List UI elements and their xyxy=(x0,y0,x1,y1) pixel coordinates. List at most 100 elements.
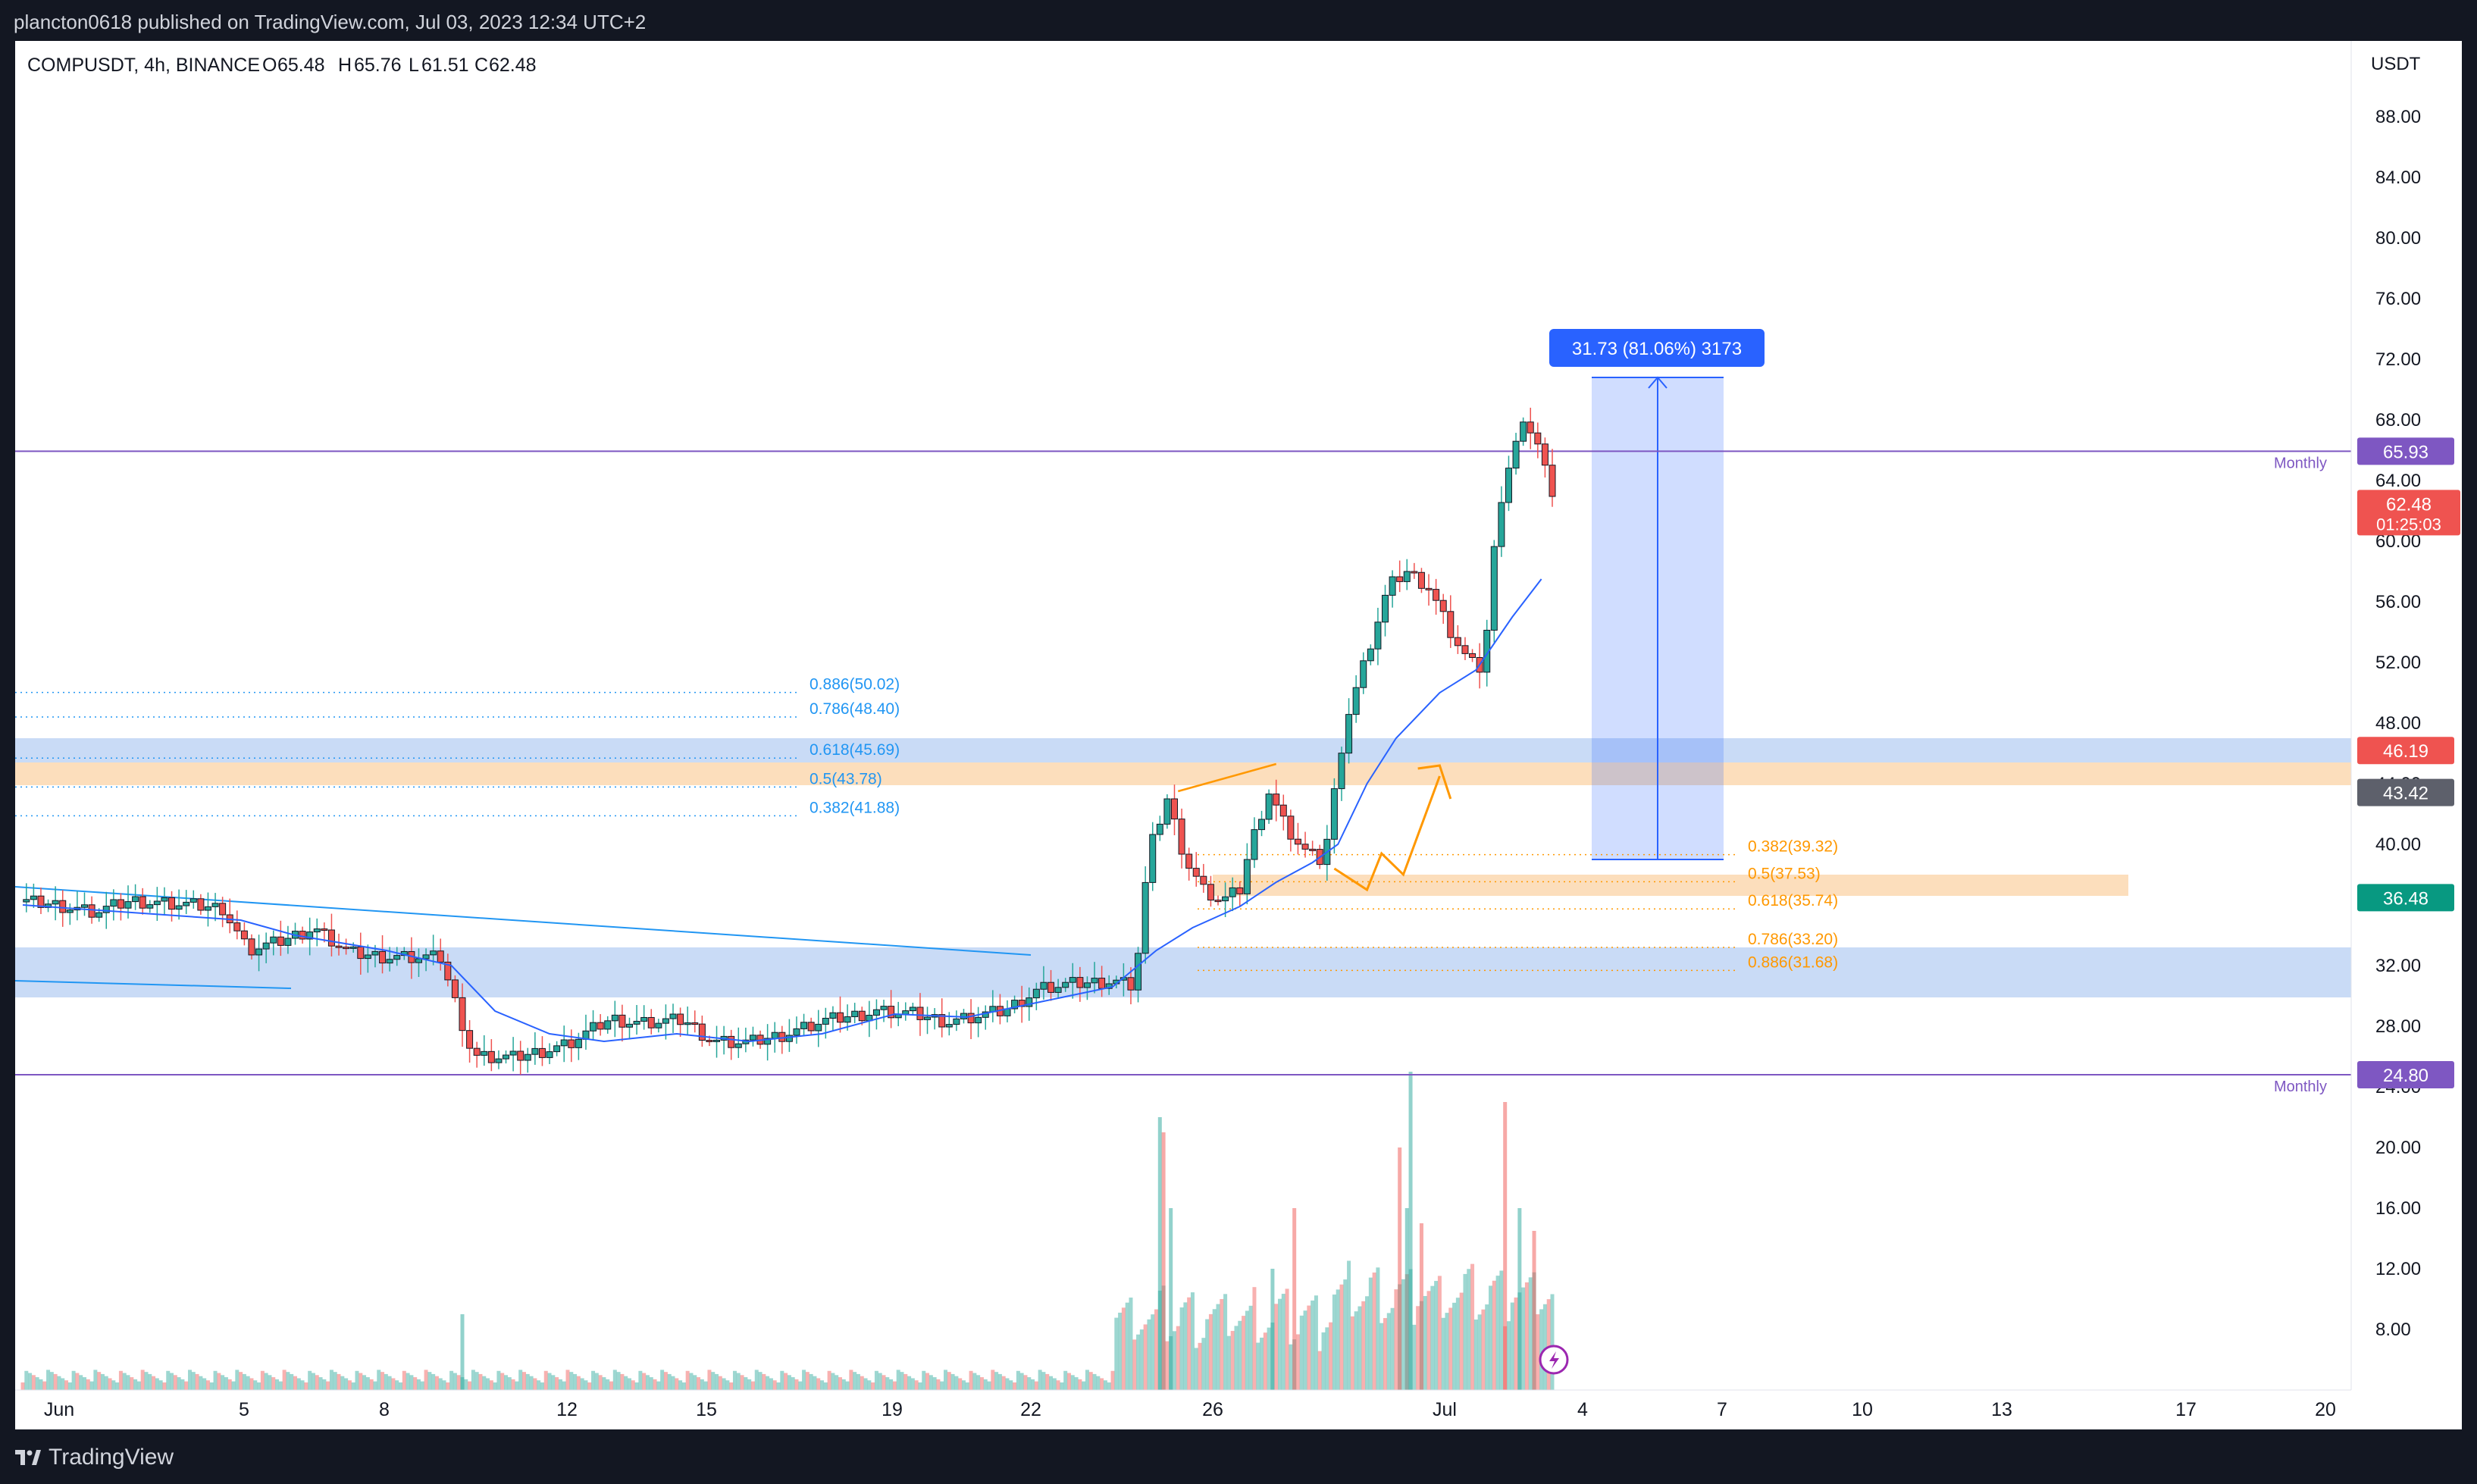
candle-body xyxy=(96,912,103,918)
x-tick-label: 17 xyxy=(2175,1399,2197,1420)
volume-bar xyxy=(199,1376,203,1390)
volume-bar xyxy=(340,1376,345,1390)
candle-body xyxy=(640,1016,648,1022)
chart-area[interactable]: 31.73 (81.06%) 3173 Monthly Monthly 0.886(… xyxy=(14,41,2462,1429)
volume-bar xyxy=(173,1375,177,1390)
volume-bar xyxy=(57,1376,61,1390)
y-tick-label: 32.00 xyxy=(2375,956,2421,976)
monthly-high-label: Monthly xyxy=(2274,455,2327,471)
candle-body xyxy=(313,928,321,933)
candle-body xyxy=(343,947,350,950)
volume-bar xyxy=(537,1380,541,1390)
volume-bar xyxy=(130,1377,134,1390)
tradingview-logo-icon xyxy=(15,1450,41,1465)
volume-bar xyxy=(67,1382,72,1390)
candle-body xyxy=(938,1014,946,1028)
volume-bar xyxy=(195,1373,199,1390)
candle-body xyxy=(1541,443,1549,466)
volume-peak-bar xyxy=(1169,1208,1173,1390)
volume-bar xyxy=(427,1372,432,1390)
candle-body xyxy=(1222,896,1229,902)
volume-bar xyxy=(136,1381,141,1390)
volume-bar xyxy=(954,1376,959,1390)
volume-bar xyxy=(841,1379,846,1390)
candle-body xyxy=(503,1054,510,1060)
volume-bar xyxy=(903,1373,908,1390)
candle-body xyxy=(386,959,393,964)
volume-bar xyxy=(1267,1327,1271,1390)
volume-bar xyxy=(631,1380,635,1390)
candle-body xyxy=(880,1006,888,1010)
zone-blue-upper xyxy=(15,738,2351,762)
volume-bar xyxy=(627,1378,631,1390)
volume-peak-bar xyxy=(1503,1102,1508,1390)
candle-body xyxy=(1214,900,1222,903)
volume-bar xyxy=(300,1380,305,1390)
volume-bar xyxy=(685,1370,690,1390)
volume-bar xyxy=(889,1379,894,1390)
volume-bar xyxy=(260,1370,265,1390)
monthly-low-label: Monthly xyxy=(2274,1079,2327,1095)
candle-body xyxy=(1127,977,1135,991)
x-tick-label: 15 xyxy=(696,1399,717,1420)
chart-svg[interactable]: 31.73 (81.06%) 3173 Monthly Monthly 0.886(… xyxy=(14,41,2462,1429)
volume-bar xyxy=(591,1370,596,1390)
volume-bar xyxy=(184,1381,189,1390)
volume-bar xyxy=(533,1378,537,1390)
price-tag-monthly-high-bg xyxy=(2357,437,2454,465)
volume-bar xyxy=(1100,1378,1104,1390)
volume-bar xyxy=(333,1372,337,1390)
volume-bar xyxy=(1473,1319,1478,1390)
candle-body xyxy=(1447,611,1455,638)
volume-bar xyxy=(576,1376,581,1390)
candle-body xyxy=(1367,648,1374,662)
candle-body xyxy=(240,930,248,940)
volume-bar xyxy=(126,1375,130,1390)
volume-bar xyxy=(464,1379,468,1390)
volume-bar xyxy=(820,1380,825,1390)
volume-peak-bar xyxy=(1517,1208,1522,1390)
footer-bar: TradingView xyxy=(0,1429,2477,1484)
volume-bar xyxy=(1060,1382,1064,1390)
candle-body xyxy=(1207,884,1214,901)
volume-bar xyxy=(835,1375,839,1390)
volume-bar xyxy=(1281,1294,1285,1390)
volume-bar xyxy=(1542,1304,1547,1390)
volume-bar xyxy=(547,1373,552,1390)
volume-bar xyxy=(1248,1305,1253,1390)
x-tick-label: 20 xyxy=(2315,1399,2336,1420)
volume-peak-bar xyxy=(1292,1208,1297,1390)
volume-bar xyxy=(148,1373,152,1390)
volume-bar xyxy=(1045,1373,1050,1390)
candle-body xyxy=(52,900,59,905)
volume-bar xyxy=(722,1378,726,1390)
candle-body xyxy=(59,900,67,913)
volume-bar xyxy=(82,1377,86,1390)
volume-bar xyxy=(558,1379,562,1390)
volume-bar xyxy=(616,1372,621,1390)
candle-body xyxy=(575,1038,582,1048)
volume-bar xyxy=(1001,1376,1006,1390)
volume-bar xyxy=(1386,1313,1391,1390)
candle-body xyxy=(255,948,263,956)
volume-peak-bar xyxy=(1157,1117,1162,1390)
volume-peak-bar xyxy=(1408,1072,1413,1390)
volume-bar xyxy=(1125,1302,1129,1390)
volume-bar xyxy=(918,1382,922,1390)
candle-body xyxy=(662,1018,669,1024)
volume-bar xyxy=(140,1370,145,1390)
volume-bar xyxy=(1019,1373,1024,1390)
candle-body xyxy=(1091,978,1098,984)
candle-body xyxy=(248,938,255,956)
volume-bar xyxy=(744,1377,748,1390)
candle-body xyxy=(1520,421,1527,442)
candle-body xyxy=(473,1047,481,1056)
tradingview-logo[interactable]: TradingView xyxy=(15,1445,174,1470)
candle-body xyxy=(466,1030,474,1049)
volume-bar xyxy=(1372,1272,1376,1390)
volume-bar xyxy=(1539,1309,1544,1390)
volume-bar xyxy=(31,1375,36,1390)
volume-bar xyxy=(802,1370,806,1390)
volume-bar xyxy=(587,1382,592,1390)
candle-body xyxy=(967,1013,975,1024)
